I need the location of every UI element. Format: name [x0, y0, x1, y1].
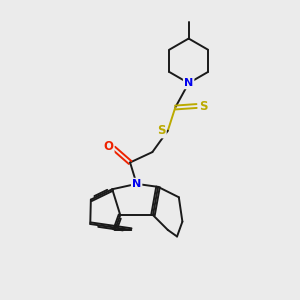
- Text: S: S: [157, 124, 166, 137]
- Text: S: S: [199, 100, 208, 112]
- Text: N: N: [184, 78, 193, 88]
- Text: N: N: [132, 179, 141, 189]
- Text: O: O: [103, 140, 113, 153]
